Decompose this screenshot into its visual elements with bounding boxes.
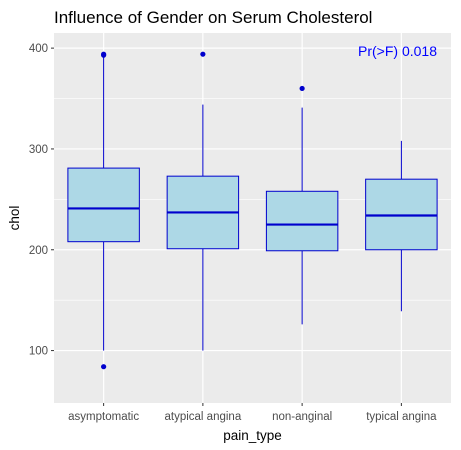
y-tick-label: 200 [29, 245, 48, 257]
y-tick-label: 300 [29, 144, 48, 156]
x-axis-title: pain_type [223, 428, 282, 443]
anova-annotation: Pr(>F) 0.018 [358, 43, 437, 59]
box-atypical-angina [166, 51, 240, 351]
box-typical-angina [365, 140, 438, 312]
x-tick-label: non-anginal [272, 411, 332, 423]
y-tick-label: 400 [29, 43, 48, 55]
x-tick-label: atypical angina [165, 411, 242, 423]
outlier-point [200, 51, 206, 57]
box-asymptomatic [67, 51, 140, 370]
iqr-box [67, 167, 140, 243]
outlier-point [101, 51, 107, 57]
outlier-point [299, 85, 305, 92]
box-non-anginal [265, 85, 339, 325]
outlier-point [101, 364, 107, 370]
y-tick-label: 100 [29, 346, 48, 358]
x-tick-label: typical angina [366, 411, 437, 423]
y-axis-title: chol [7, 206, 22, 231]
x-tick-label: asymptomatic [68, 411, 139, 423]
iqr-box [265, 190, 339, 252]
x-axis: asymptomatic atypical angina non-anginal ty… [68, 403, 437, 423]
chart-title: Influence of Gender on Serum Cholesterol [54, 8, 372, 27]
y-axis: 100 200 300 400 [29, 43, 54, 358]
boxes [67, 51, 438, 370]
